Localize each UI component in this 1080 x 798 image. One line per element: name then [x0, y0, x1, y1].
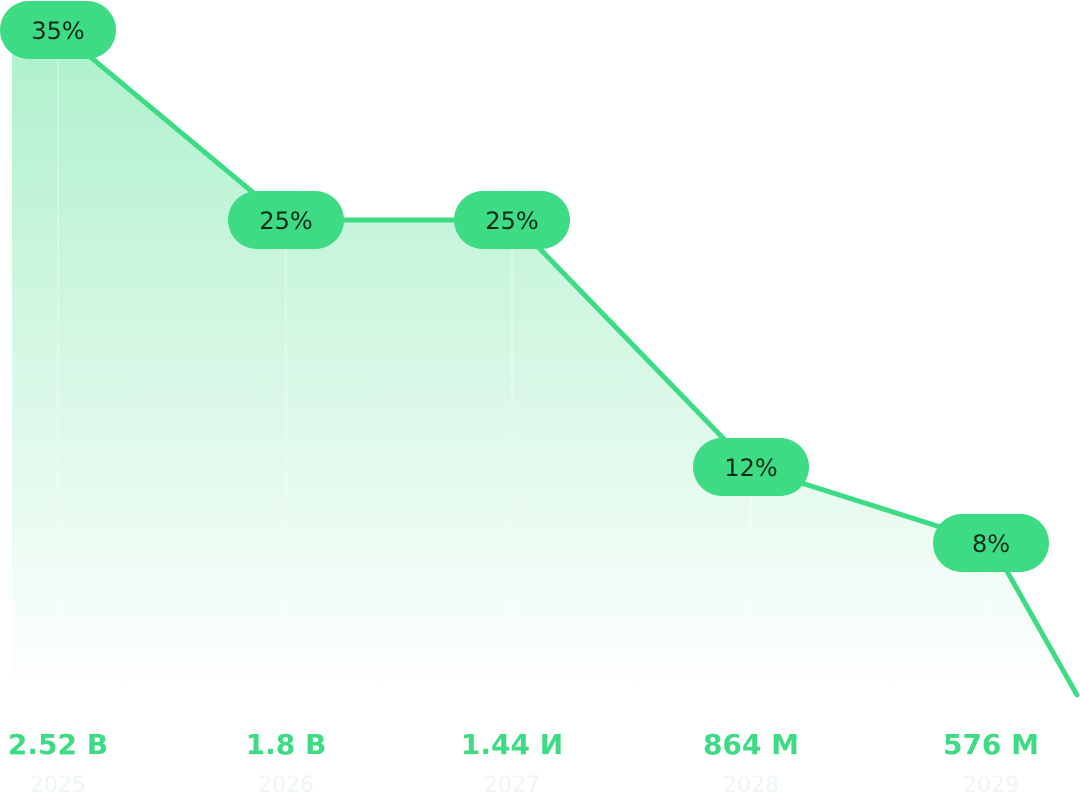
amount-label: 1.8 B — [246, 728, 327, 761]
x-axis-labels: 2.52 B 2025 1.8 B 2026 1.44 И 2027 864 M 2028 57… — [8, 728, 1039, 798]
data-label-layer: 35% 25% 25% 12% 8% — [0, 1, 1049, 572]
data-label: 8% — [972, 530, 1010, 558]
year-tick-label: 2028 — [723, 773, 779, 798]
area-fill — [12, 30, 1077, 695]
amount-label: 2.52 B — [8, 728, 108, 761]
data-label-pill — [228, 191, 344, 249]
amount-label: 1.44 И — [461, 728, 563, 761]
year-tick-label: 2026 — [258, 773, 314, 798]
data-label: 25% — [259, 207, 312, 235]
data-label-pill — [693, 438, 809, 496]
data-label-pill — [933, 514, 1049, 572]
year-tick-label: 2029 — [963, 773, 1019, 798]
data-label-pill — [0, 1, 116, 59]
data-label-pill — [454, 191, 570, 249]
area-fill-layer — [12, 30, 1077, 695]
data-label: 35% — [31, 17, 84, 45]
year-tick-label: 2027 — [484, 773, 540, 798]
data-point-2027: 25% — [454, 191, 570, 249]
year-tick-label: 2025 — [30, 773, 86, 798]
data-point-2026: 25% — [228, 191, 344, 249]
data-point-2028: 12% — [693, 438, 809, 496]
amount-label: 576 M — [943, 728, 1039, 761]
data-label: 25% — [485, 207, 538, 235]
data-label: 12% — [724, 454, 777, 482]
data-point-2025: 35% — [0, 1, 116, 59]
vertical-guide-lines — [57, 30, 992, 695]
data-point-2029: 8% — [933, 514, 1049, 572]
amount-label: 864 M — [703, 728, 799, 761]
